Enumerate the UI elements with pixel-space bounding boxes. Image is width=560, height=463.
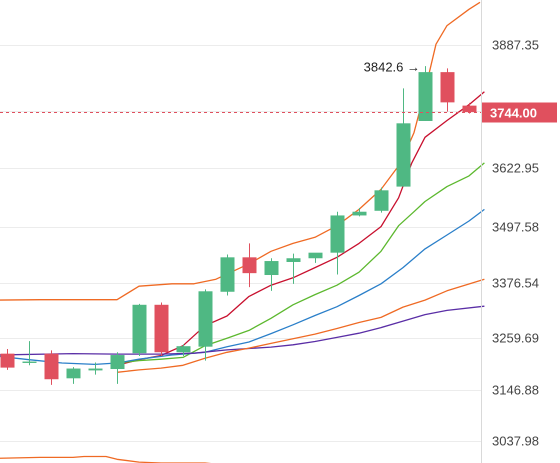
ma_long-line xyxy=(0,208,485,366)
candle-body-up xyxy=(22,361,37,363)
candle-body-up xyxy=(374,190,389,211)
candle-body-down xyxy=(44,353,59,380)
band_lower-line xyxy=(0,455,212,463)
candle-body-up xyxy=(66,368,81,379)
current-price-label: 3744.00 xyxy=(490,106,537,121)
y-tick-label: 3622.95 xyxy=(492,161,539,176)
candle-body-down xyxy=(440,72,455,103)
candle-body-up xyxy=(110,355,125,370)
candle-body-up xyxy=(286,258,301,262)
candle-body-up xyxy=(352,211,367,216)
price-overlays: 3842.6 → xyxy=(0,59,481,113)
current-price-badge xyxy=(482,102,557,123)
y-tick-label: 3146.88 xyxy=(492,383,539,398)
y-tick-label: 3376.54 xyxy=(492,276,539,291)
y-tick-label: 3259.69 xyxy=(492,331,539,346)
candle-body-up xyxy=(396,123,411,187)
candle-body-up xyxy=(132,304,147,354)
ma_extra-line xyxy=(116,278,485,373)
candle-body-up xyxy=(176,346,191,353)
candle-body-up xyxy=(198,291,213,347)
candle-body-up xyxy=(220,257,235,292)
ma_mid-line xyxy=(116,162,485,364)
candle-body-down xyxy=(0,353,15,368)
price-axis[interactable]: 3887.353745.463622.953497.583376.543259.… xyxy=(482,38,557,449)
candle-body-down xyxy=(154,304,169,353)
candle-body-down xyxy=(242,257,257,274)
high-annotation: 3842.6 → xyxy=(364,59,420,74)
candle-body-down xyxy=(462,105,477,113)
candle-body-up xyxy=(418,72,433,121)
candles xyxy=(0,66,477,385)
gridlines xyxy=(0,45,481,442)
candle-body-up xyxy=(330,215,345,253)
band_upper-line xyxy=(0,1,481,301)
candle-body-up xyxy=(308,252,323,259)
y-tick-label: 3497.58 xyxy=(492,220,539,235)
candle-body-up xyxy=(264,261,279,276)
candle-body-up xyxy=(88,368,103,371)
y-tick-label: 3037.98 xyxy=(492,434,539,449)
y-tick-label: 3887.35 xyxy=(492,38,539,53)
